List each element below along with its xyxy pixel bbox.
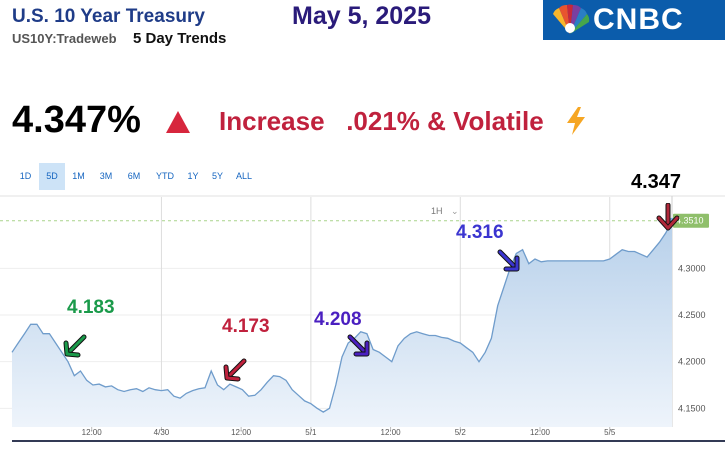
logo-wordmark: CNBC — [593, 3, 684, 36]
tab-3m[interactable]: 3M — [99, 171, 113, 181]
date-heading: May 5, 2025 — [292, 2, 431, 30]
x-tick-label: 5/5 — [604, 428, 616, 437]
arrow-icon — [63, 334, 87, 358]
callout-label: 4.316 — [456, 222, 504, 243]
cnbc-logo: CNBC — [543, 0, 725, 40]
arrow-icon — [656, 203, 680, 231]
callout-label: 4.173 — [222, 316, 270, 337]
change-text: Increase .021% & Volatile — [219, 106, 544, 136]
tab-5d[interactable]: 5D — [39, 163, 65, 190]
tab-6m[interactable]: 6M — [127, 171, 141, 181]
x-tick-label: 12:00 — [231, 428, 252, 437]
callout-label: 4.183 — [67, 297, 115, 318]
arrow-icon — [347, 334, 370, 357]
y-tick-label: 4.3000 — [678, 263, 706, 273]
tab-1m[interactable]: 1M — [72, 171, 85, 181]
x-tick-label: 12:00 — [82, 428, 103, 437]
trend-label: 5 Day Trends — [133, 30, 227, 47]
y-tick-label: 4.1500 — [678, 403, 706, 413]
x-tick-label: 12:00 — [530, 428, 551, 437]
callout-label: 4.208 — [314, 309, 362, 330]
last-value-label: 4.3510 — [676, 216, 704, 226]
arrow-icon — [497, 249, 520, 272]
arrow-icon — [223, 358, 247, 382]
peacock-icon — [553, 4, 590, 35]
interval-select[interactable]: 1H — [431, 206, 443, 216]
yield-chart: 4.1500 4.2000 4.2500 4.3000 4.3510 12:00 4/30 1… — [0, 195, 725, 442]
x-tick-label: 4/30 — [154, 428, 170, 437]
chevron-down-icon[interactable]: ⌄ — [451, 206, 459, 216]
x-tick-label: 12:00 — [381, 428, 402, 437]
callout-label: 4.347 — [631, 171, 682, 193]
page-title: U.S. 10 Year Treasury — [12, 6, 205, 27]
x-tick-label: 5/1 — [305, 428, 317, 437]
tab-1y[interactable]: 1Y — [187, 171, 199, 181]
series-line — [11, 220, 673, 413]
tab-all[interactable]: ALL — [235, 171, 252, 181]
last-value-badge — [673, 213, 709, 228]
series-area — [12, 220, 672, 427]
y-tick-label: 4.2500 — [678, 310, 706, 320]
y-tick-label: 4.2000 — [678, 357, 706, 367]
x-tick-label: 5/2 — [455, 428, 467, 437]
tab-ytd[interactable]: YTD — [156, 171, 174, 181]
lightning-bolt-icon — [567, 107, 585, 135]
ticker-symbol: US10Y:Tradeweb — [12, 31, 117, 46]
tab-1d[interactable]: 1D — [19, 171, 32, 181]
current-price: 4.347% — [12, 99, 141, 141]
tab-5y[interactable]: 5Y — [211, 171, 223, 181]
triangle-up-icon — [166, 111, 190, 133]
